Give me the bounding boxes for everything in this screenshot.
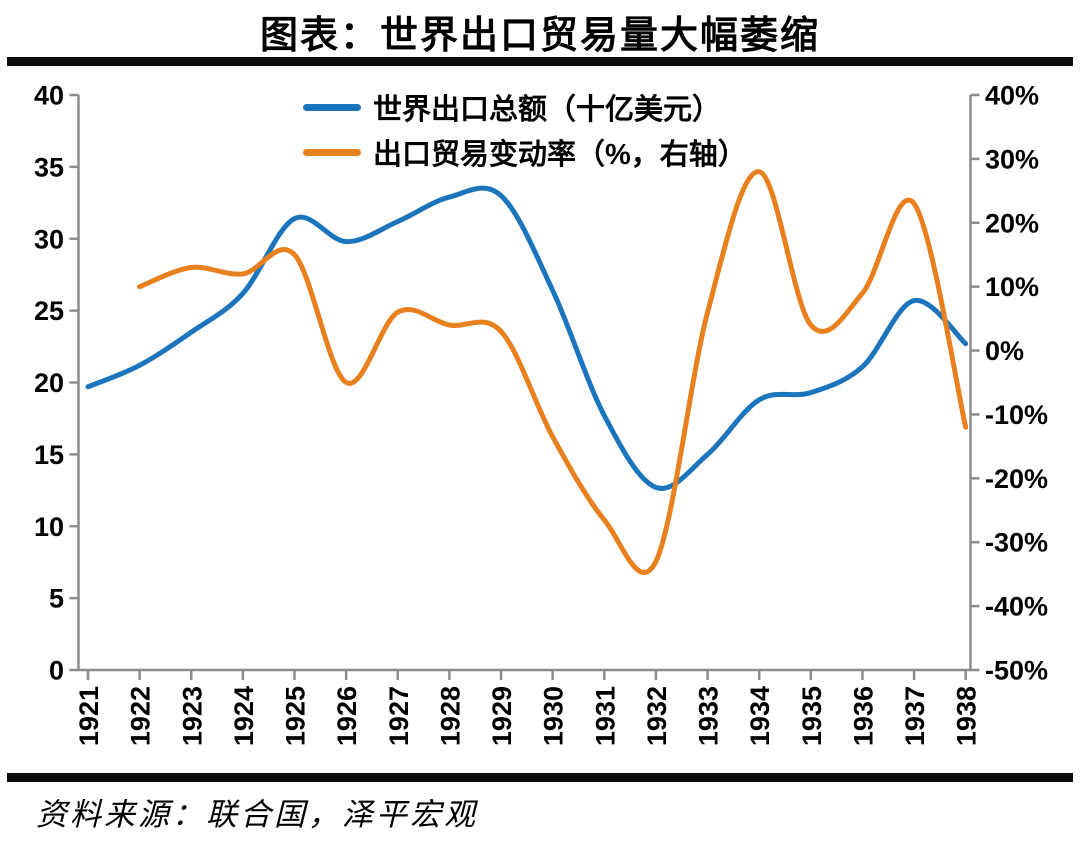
x-axis-tick-label: 1928 — [435, 686, 465, 746]
right-axis-tick-label: -20% — [985, 464, 1048, 494]
x-axis-tick-label: 1926 — [332, 686, 362, 746]
right-axis-tick-label: -30% — [985, 528, 1048, 558]
left-axis-tick-label: 35 — [34, 152, 64, 182]
x-axis-tick-label: 1931 — [590, 686, 620, 746]
right-axis-tick-label: 0% — [985, 336, 1024, 366]
right-axis-tick-label: 30% — [985, 144, 1039, 174]
x-axis-tick-label: 1932 — [642, 686, 672, 746]
source-divider-rule — [7, 773, 1073, 782]
legend-label: 世界出口总额（十亿美元） — [373, 94, 722, 126]
source-note: 资料来源：联合国，泽平宏观 — [36, 797, 478, 832]
left-axis-tick-label: 30 — [34, 224, 64, 254]
right-axis-tick-label: -50% — [985, 656, 1048, 686]
x-axis-tick-label: 1933 — [694, 686, 724, 746]
right-axis-tick-label: 10% — [985, 272, 1039, 302]
left-axis-tick-label: 40 — [34, 81, 64, 111]
x-axis-tick-label: 1935 — [797, 686, 827, 746]
series-line-change-rate — [137, 169, 969, 575]
x-axis-tick-label: 1922 — [126, 686, 156, 746]
x-axis-tick-label: 1937 — [900, 686, 930, 746]
legend-item-change-rate: 出口贸易变动率（%，右轴） — [303, 131, 747, 173]
left-axis-tick-label: 25 — [34, 296, 64, 326]
orange-line-swatch-icon — [303, 148, 361, 156]
x-axis-tick-label: 1927 — [384, 686, 414, 746]
right-axis-tick-label: -40% — [985, 592, 1048, 622]
x-axis-tick-label: 1930 — [539, 686, 569, 746]
x-axis-tick-label: 1924 — [229, 686, 259, 746]
x-axis-tick-label: 1938 — [952, 686, 982, 746]
legend: 世界出口总额（十亿美元） 出口贸易变动率（%，右轴） — [303, 86, 747, 173]
title-divider-rule — [7, 57, 1073, 66]
blue-line-swatch-icon — [303, 103, 361, 111]
left-axis-tick-label: 0 — [49, 656, 64, 686]
left-axis-tick-label: 5 — [49, 584, 64, 614]
left-axis-tick-label: 20 — [34, 368, 64, 398]
series-line-exports — [85, 185, 969, 491]
x-axis-tick-label: 1923 — [177, 686, 207, 746]
right-axis-tick-label: 40% — [985, 81, 1039, 111]
right-axis-tick-label: -10% — [985, 400, 1048, 430]
legend-label: 出口贸易变动率（%，右轴） — [373, 139, 747, 171]
x-axis-tick-label: 1934 — [745, 686, 775, 746]
legend-item-exports: 世界出口总额（十亿美元） — [303, 86, 747, 128]
x-axis-tick-label: 1936 — [848, 686, 878, 746]
x-axis-tick-label: 1929 — [487, 686, 517, 746]
left-axis-tick-label: 10 — [34, 512, 64, 542]
left-axis-tick-label: 15 — [34, 440, 64, 470]
x-axis-tick-label: 1921 — [74, 686, 104, 746]
right-axis-tick-label: 20% — [985, 208, 1039, 238]
x-axis-tick-label: 1925 — [281, 686, 311, 746]
page-title: 图表：世界出口贸易量大幅萎缩 — [259, 15, 820, 57]
